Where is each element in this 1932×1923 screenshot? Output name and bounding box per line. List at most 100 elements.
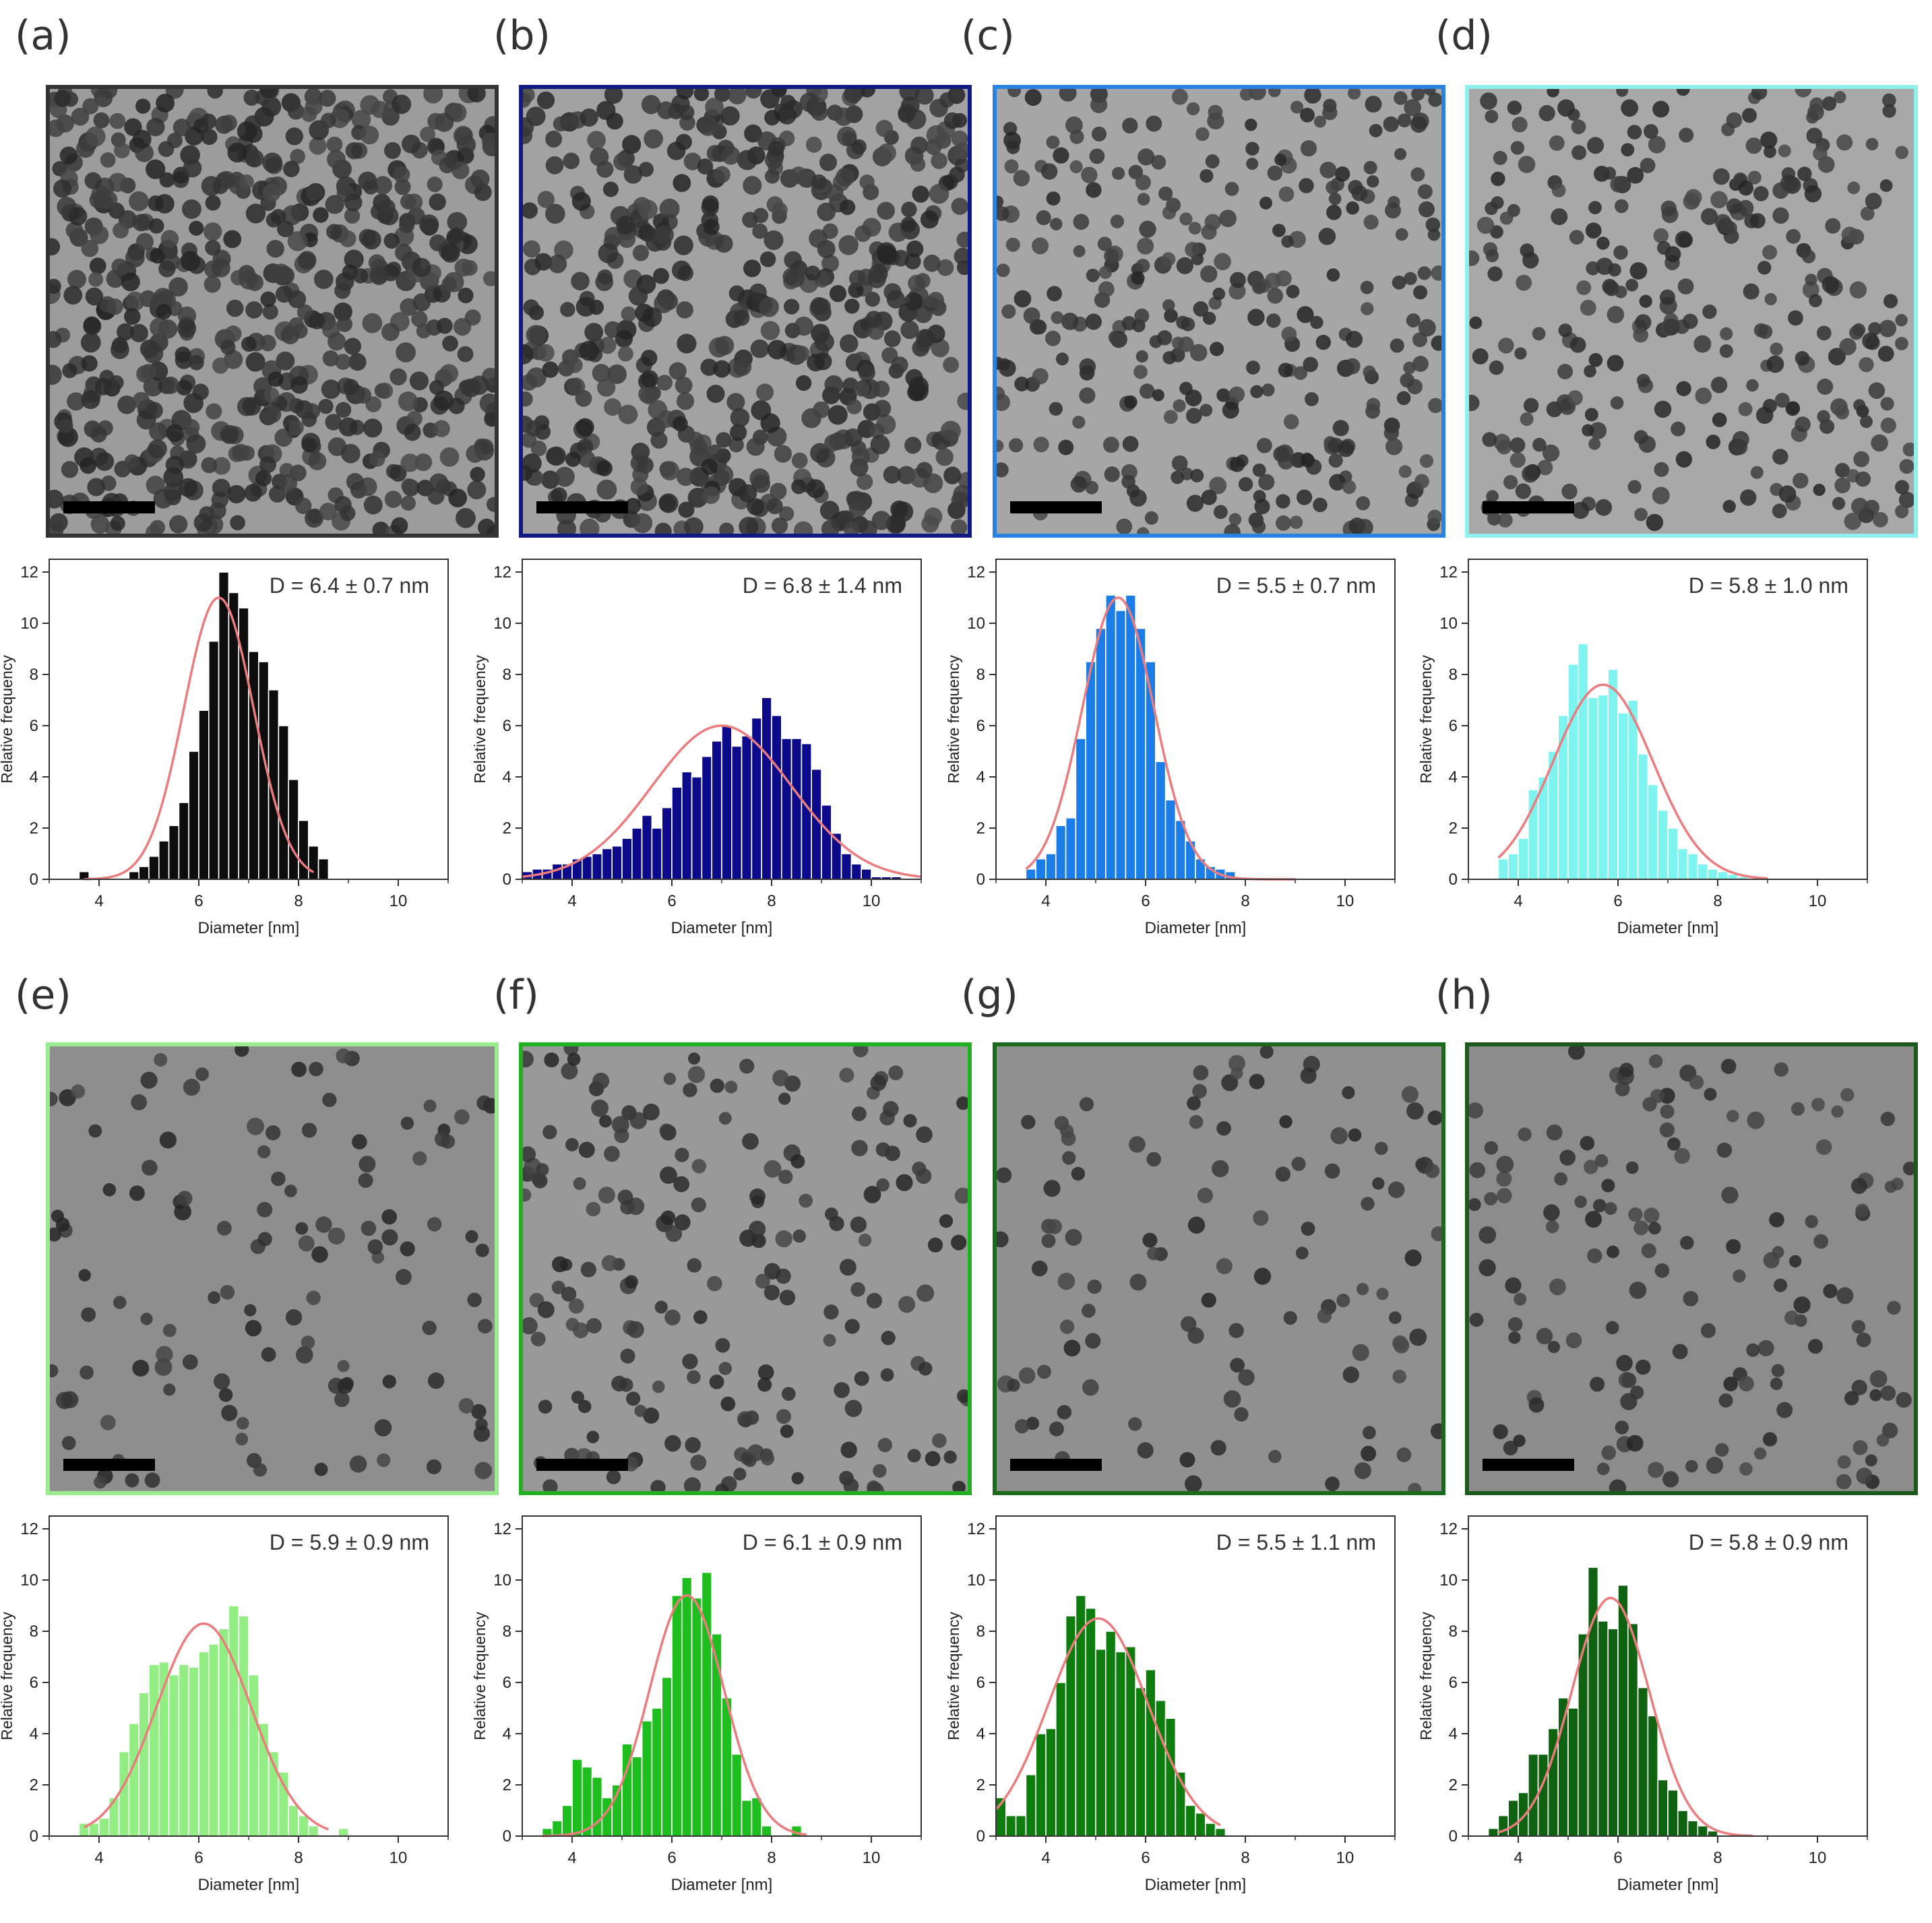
nanoparticle: [131, 1094, 148, 1110]
nanoparticle: [1635, 314, 1652, 331]
nanoparticle: [1801, 249, 1816, 263]
nanoparticle: [1784, 1311, 1799, 1325]
nanoparticle: [1532, 437, 1547, 452]
y-tick-label: 6: [976, 717, 985, 735]
nanoparticle: [1073, 214, 1090, 230]
nanoparticle: [1388, 1181, 1405, 1199]
nanoparticle: [523, 374, 538, 391]
histogram-bar: [208, 640, 220, 880]
nanoparticle: [1061, 313, 1079, 330]
nanoparticle: [1252, 463, 1266, 477]
particle-field: [523, 1046, 968, 1491]
nanoparticle: [1201, 1292, 1216, 1308]
plot-frame: [995, 1515, 1396, 1837]
nanoparticle: [1394, 91, 1408, 105]
y-tick-label: 4: [1449, 768, 1458, 786]
nanoparticle: [308, 312, 325, 329]
nanoparticle: [1871, 434, 1888, 452]
histogram-bar: [581, 856, 593, 880]
nanoparticle: [1046, 191, 1061, 206]
nanoparticle: [1190, 468, 1204, 482]
y-tick-label: 10: [20, 614, 38, 633]
nanoparticle: [615, 329, 633, 348]
nanoparticle: [811, 104, 828, 121]
nanoparticle: [227, 484, 246, 504]
nanoparticle: [1049, 402, 1063, 416]
nanoparticle: [523, 202, 538, 219]
nanoparticle: [1041, 1234, 1056, 1248]
y-tick-label: 10: [20, 1571, 38, 1589]
nanoparticle: [573, 1177, 586, 1191]
nanoparticle: [1589, 422, 1607, 439]
nanoparticle: [523, 127, 533, 144]
nanoparticle: [749, 1188, 766, 1205]
nanoparticle: [1621, 143, 1635, 157]
nanoparticle: [309, 137, 327, 155]
nanoparticle: [715, 1483, 729, 1491]
nanoparticle: [325, 414, 342, 431]
nanoparticle: [657, 101, 675, 119]
nanoparticle: [952, 1480, 966, 1491]
y-tick-label: 0: [976, 1827, 985, 1846]
nanoparticle: [1876, 1434, 1890, 1447]
nanoparticle: [1005, 237, 1020, 252]
x-tick-label: 6: [667, 892, 676, 910]
nanoparticle: [102, 1183, 117, 1197]
nanoparticle: [1813, 146, 1828, 161]
nanoparticle: [349, 1455, 367, 1473]
nanoparticle: [135, 98, 151, 114]
histogram-bar: [1025, 1774, 1037, 1837]
nanoparticle: [1625, 1161, 1639, 1174]
nanoparticle: [598, 1187, 615, 1204]
nanoparticle: [1472, 348, 1489, 365]
nanoparticle: [536, 91, 555, 109]
nanoparticle: [1007, 1379, 1020, 1392]
nanoparticle: [1268, 89, 1281, 98]
y-tick-label: 2: [976, 819, 985, 838]
nanoparticle: [471, 1404, 487, 1420]
histogram-bar: [1717, 871, 1728, 880]
nanoparticle: [1660, 1104, 1675, 1119]
nanoparticle: [760, 413, 780, 433]
histogram-bar: [741, 735, 753, 880]
y-tick-label: 6: [503, 1674, 511, 1692]
histogram-bar: [1115, 1651, 1127, 1837]
histogram-bar: [601, 848, 613, 880]
nanoparticle: [100, 1414, 116, 1430]
nanoparticle: [567, 357, 583, 373]
nanoparticle: [1046, 135, 1060, 149]
nanoparticle: [278, 474, 297, 493]
nanoparticle: [396, 342, 416, 362]
nanoparticle: [1574, 1195, 1587, 1208]
histogram-bar: [238, 607, 249, 880]
nanoparticle: [728, 89, 747, 104]
nanoparticle: [1205, 154, 1220, 168]
nanoparticle: [1835, 463, 1850, 478]
nanoparticle: [1816, 1139, 1832, 1156]
nanoparticle: [322, 1092, 337, 1108]
nanoparticle: [1648, 1222, 1661, 1235]
nanoparticle: [819, 501, 840, 520]
histogram-bar: [1567, 1707, 1579, 1837]
nanoparticle: [224, 350, 243, 369]
nanoparticle: [1739, 1462, 1753, 1476]
histogram-bar: [561, 863, 573, 880]
nanoparticle: [1762, 245, 1778, 260]
nanoparticle: [1407, 379, 1423, 395]
nanoparticle: [284, 1185, 297, 1197]
nanoparticle: [1081, 166, 1098, 183]
nanoparticle: [1514, 1292, 1527, 1306]
nanoparticle: [1585, 222, 1602, 239]
nanoparticle: [565, 1318, 580, 1331]
nanoparticle: [751, 474, 771, 493]
nanoparticle: [548, 254, 567, 274]
nanoparticle: [1546, 1220, 1559, 1234]
nanoparticle: [1520, 412, 1534, 426]
nanoparticle: [338, 417, 358, 437]
nanoparticle: [1033, 437, 1049, 453]
nanoparticle: [1778, 485, 1797, 503]
histogram-bar: [1085, 661, 1096, 880]
diameter-annotation: D = 5.5 ± 0.7 nm: [1216, 573, 1376, 598]
tem-micrograph: [519, 85, 972, 538]
diameter-annotation: D = 6.1 ± 0.9 nm: [743, 1530, 902, 1554]
